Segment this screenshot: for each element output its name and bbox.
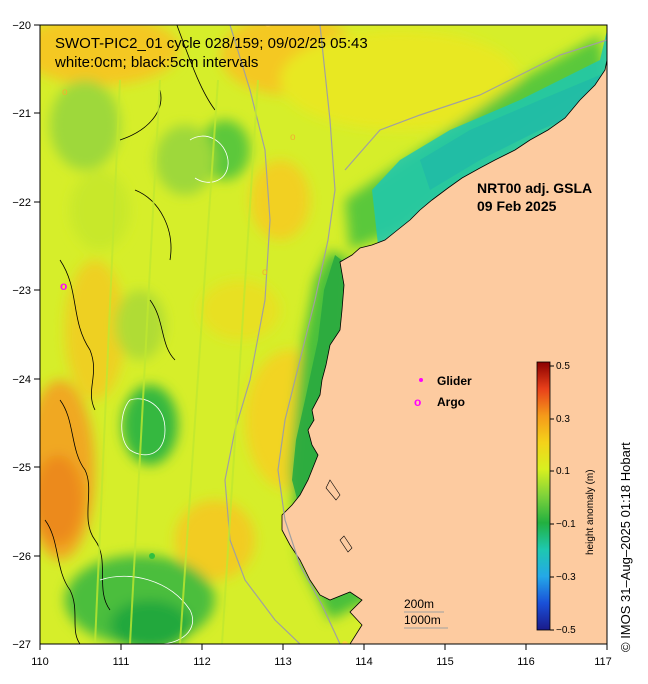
- x-tick-label: 117: [594, 656, 612, 668]
- argo-float-marker: o: [290, 132, 296, 143]
- colorbar-labels: 0.5 0.3 0.1 −0.1 −0.3 −0.5: [556, 361, 576, 636]
- x-tick-label: 115: [436, 656, 454, 668]
- map-subtitle: white:0cm; black:5cm intervals: [54, 54, 258, 71]
- isobath-1000: [224, 25, 301, 644]
- swot-swath: [94, 79, 259, 644]
- colorbar-tick-label: 0.3: [556, 414, 570, 425]
- colorbar-title: height anomaly (m): [585, 469, 596, 555]
- colorbar-tick-label: −0.5: [556, 625, 576, 636]
- glider-legend-label: Glider: [437, 374, 472, 388]
- product-label: NRT00 adj. GSLA: [477, 180, 592, 196]
- argo-float-marker: o: [262, 267, 268, 278]
- y-axis-labels: −20 −21 −22 −23 −24 −25 −26 −27: [12, 20, 31, 651]
- product-date: 09 Feb 2025: [477, 198, 557, 214]
- x-tick-label: 110: [31, 656, 49, 668]
- contours-black: [44, 25, 216, 644]
- colorbar-ticks: [550, 365, 554, 631]
- colorbar-tick-label: −0.3: [556, 572, 576, 583]
- argo-legend-label: Argo: [437, 395, 465, 409]
- x-tick-label: 111: [113, 656, 130, 668]
- x-axis-labels: 110 111 112 113 114 115 116 117: [31, 656, 612, 668]
- glider-marker: [149, 553, 155, 559]
- colorbar-tick-label: 0.5: [556, 361, 570, 372]
- y-tick-label: −25: [12, 462, 31, 474]
- y-tick-label: −22: [12, 197, 31, 209]
- glider-legend-marker: [419, 378, 423, 382]
- glider-marker: [342, 641, 348, 644]
- argo-float-marker: o: [60, 279, 67, 293]
- y-tick-label: −23: [12, 285, 31, 297]
- isobath-200-label: 200m: [404, 597, 434, 611]
- argo-float-marker: o: [62, 87, 68, 98]
- glider-marker: [265, 25, 271, 27]
- argo-legend-marker: o: [414, 395, 421, 409]
- land-mass: [281, 25, 607, 644]
- isobath-1000-label: 1000m: [404, 613, 441, 627]
- isobath-shelf: [344, 39, 607, 171]
- y-tick-label: −21: [12, 108, 31, 120]
- colorbar-tick-label: −0.1: [556, 519, 576, 530]
- plot-frame: [39, 24, 608, 645]
- copyright-notice: © IMOS 31–Aug–2025 01:18 Hobart: [618, 442, 633, 652]
- x-tick-label: 112: [193, 656, 211, 668]
- y-tick-label: −24: [12, 374, 31, 386]
- island: [339, 535, 353, 553]
- y-tick-label: −26: [12, 551, 31, 563]
- y-tick-label: −20: [12, 20, 31, 32]
- colorbar-tick-label: 0.1: [556, 466, 570, 477]
- map-title: SWOT-PIC2_01 cycle 028/159; 09/02/25 05:…: [55, 35, 368, 52]
- colorbar: [536, 361, 551, 631]
- x-tick-label: 114: [355, 656, 373, 668]
- y-tick-label: −27: [12, 639, 31, 651]
- axis-ticks: [34, 24, 608, 650]
- map-panel: o o o o: [40, 25, 607, 644]
- x-tick-label: 116: [517, 656, 535, 668]
- x-tick-label: 113: [274, 656, 292, 668]
- contours-white: [99, 135, 229, 644]
- isobath-200: [277, 25, 341, 644]
- island: [325, 479, 341, 501]
